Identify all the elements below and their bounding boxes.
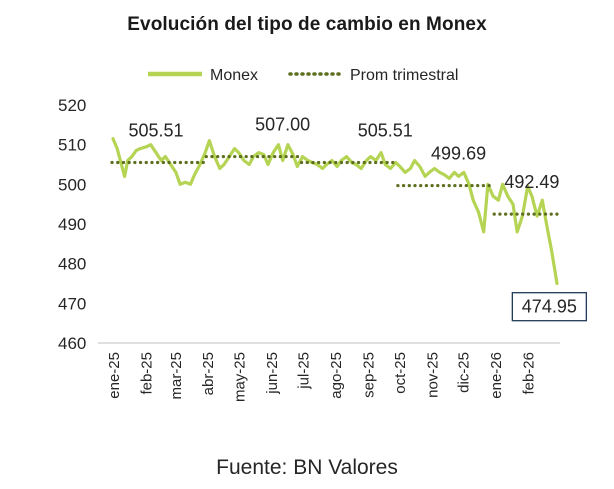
- x-tick-label: nov-25: [424, 352, 441, 398]
- y-tick-label: 470: [58, 294, 86, 313]
- y-tick-label: 480: [58, 255, 86, 274]
- y-tick-label: 460: [58, 334, 86, 353]
- x-axis: ene-25 feb-25 mar-25 abr-25 may-25 jun-25 jul-…: [106, 352, 538, 402]
- y-axis: 520 510 500 490 480 470 460: [58, 96, 86, 353]
- legend-label-prom: Prom trimestral: [350, 67, 458, 84]
- y-tick-label: 490: [58, 215, 86, 234]
- annotation-label: 505.51: [128, 120, 183, 140]
- x-tick-label: jul-25: [296, 352, 313, 390]
- chart-title: Evolución del tipo de cambio en Monex: [127, 14, 487, 35]
- legend-label-monex: Monex: [210, 67, 258, 84]
- x-tick-label: mar-25: [168, 352, 185, 400]
- y-tick-label: 500: [58, 175, 86, 194]
- source-note: Fuente: BN Valores: [216, 456, 398, 479]
- annotation-label: 492.49: [504, 172, 559, 192]
- legend: Monex Prom trimestral: [148, 67, 458, 84]
- annotation-label: 505.51: [358, 120, 413, 140]
- annotation-label: 507.00: [255, 115, 310, 135]
- annotation-label: 474.95: [522, 297, 577, 317]
- x-tick-label: ago-25: [328, 352, 345, 399]
- x-tick-label: sep-25: [360, 352, 377, 398]
- x-tick-label: jun-25: [264, 352, 281, 395]
- x-tick-label: may-25: [232, 352, 249, 402]
- x-tick-label: dic-25: [456, 352, 473, 393]
- x-tick-label: ene-25: [106, 352, 123, 399]
- series-line-monex: [111, 137, 559, 286]
- annotation-label: 499.69: [431, 144, 486, 164]
- x-tick-label: feb-25: [138, 352, 155, 395]
- x-tick-label: feb-26: [521, 352, 538, 395]
- annotation-box: [511, 292, 587, 322]
- x-tick-label: oct-25: [392, 352, 409, 394]
- x-tick-label: abr-25: [200, 352, 217, 395]
- y-tick-label: 510: [58, 136, 86, 155]
- y-tick-label: 520: [58, 96, 86, 115]
- annotation-layer: 505.51 507.00 505.51 499.69 492.49 474.95: [128, 115, 587, 322]
- series-layer: [110, 137, 559, 286]
- x-tick-label: ene-26: [488, 352, 505, 399]
